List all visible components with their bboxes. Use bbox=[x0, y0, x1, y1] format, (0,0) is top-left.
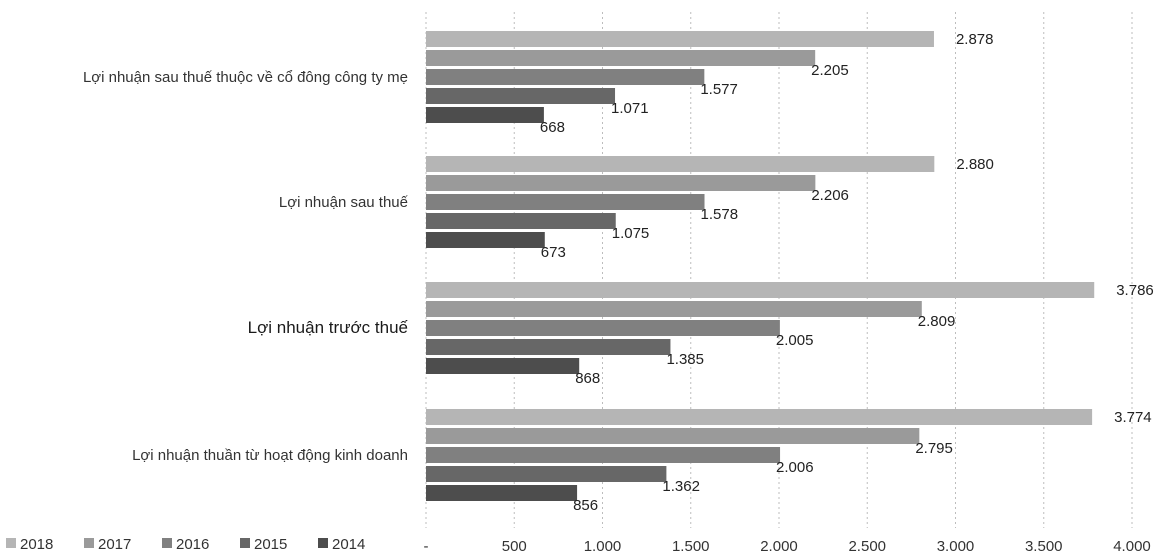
x-tick-label: - bbox=[424, 538, 429, 554]
bar-2018 bbox=[426, 31, 934, 47]
x-tick-label: 1.500 bbox=[672, 538, 710, 554]
bar-2017 bbox=[426, 175, 816, 191]
bar-2014 bbox=[426, 107, 544, 123]
bars bbox=[426, 31, 1095, 501]
data-label: 1.075 bbox=[612, 225, 650, 242]
legend: 2018 2017 2016 2015 2014 bbox=[6, 536, 365, 553]
bar-2017 bbox=[426, 428, 920, 444]
legend-label: 2015 bbox=[254, 536, 287, 553]
x-tick-label: 4.000 bbox=[1113, 538, 1151, 554]
category-labels: Lợi nhuận sau thuế thuộc về cổ đông công… bbox=[83, 69, 409, 464]
data-label: 2.795 bbox=[915, 440, 953, 457]
bar-2016 bbox=[426, 194, 705, 210]
bar-2015 bbox=[426, 213, 616, 229]
data-label: 2.206 bbox=[811, 187, 849, 204]
data-label: 1.071 bbox=[611, 100, 649, 117]
data-label: 3.786 bbox=[1116, 282, 1154, 299]
x-tick-label: 2.500 bbox=[848, 538, 886, 554]
bar-2014 bbox=[426, 358, 580, 374]
bar-2016 bbox=[426, 320, 780, 336]
category-label: Lợi nhuận thuần từ hoạt động kinh doanh bbox=[132, 447, 408, 464]
data-label: 1.362 bbox=[662, 478, 700, 495]
legend-swatch-2016 bbox=[162, 538, 172, 548]
x-tick-label: 500 bbox=[502, 538, 527, 554]
legend-label: 2016 bbox=[176, 536, 209, 553]
legend-label: 2014 bbox=[332, 536, 365, 553]
x-axis-ticks: - 500 1.000 1.500 2.000 2.500 3.000 3.500 4.000 bbox=[424, 538, 1151, 554]
data-label: 2.205 bbox=[811, 62, 849, 79]
category-label: Lợi nhuận trước thuế bbox=[248, 318, 409, 337]
data-label: 668 bbox=[540, 119, 565, 136]
bar-2014 bbox=[426, 485, 578, 501]
data-label: 2.005 bbox=[776, 332, 814, 349]
data-label: 1.577 bbox=[700, 81, 738, 98]
bar-2018 bbox=[426, 282, 1095, 298]
data-label: 2.878 bbox=[956, 31, 994, 48]
data-label: 1.578 bbox=[701, 206, 739, 223]
data-label: 3.774 bbox=[1114, 409, 1152, 426]
x-tick-label: 3.500 bbox=[1025, 538, 1063, 554]
bar-2015 bbox=[426, 88, 616, 104]
data-label: 673 bbox=[541, 244, 566, 261]
data-label: 868 bbox=[575, 370, 600, 387]
data-label: 2.006 bbox=[776, 459, 814, 476]
legend-swatch-2018 bbox=[6, 538, 16, 548]
bar-2015 bbox=[426, 339, 671, 355]
category-label: Lợi nhuận sau thuế thuộc về cổ đông công… bbox=[83, 69, 408, 86]
legend-label: 2017 bbox=[98, 536, 131, 553]
category-label: Lợi nhuận sau thuế bbox=[279, 194, 409, 211]
data-labels: 2.878 2.880 3.786 3.774 2.205 2.206 2.809 2.795… bbox=[540, 31, 1154, 514]
x-tick-label: 1.000 bbox=[584, 538, 622, 554]
legend-swatch-2017 bbox=[84, 538, 94, 548]
data-label: 1.385 bbox=[666, 351, 704, 368]
bar-2015 bbox=[426, 466, 667, 482]
x-tick-label: 2.000 bbox=[760, 538, 798, 554]
legend-swatch-2014 bbox=[318, 538, 328, 548]
bar-2018 bbox=[426, 409, 1093, 425]
x-tick-label: 3.000 bbox=[937, 538, 975, 554]
data-label: 856 bbox=[573, 497, 598, 514]
data-label: 2.880 bbox=[956, 156, 994, 173]
bar-2017 bbox=[426, 301, 922, 317]
data-label: 2.809 bbox=[918, 313, 956, 330]
legend-swatch-2015 bbox=[240, 538, 250, 548]
bar-2014 bbox=[426, 232, 545, 248]
bar-2018 bbox=[426, 156, 935, 172]
bar-2016 bbox=[426, 447, 781, 463]
bar-2016 bbox=[426, 69, 705, 85]
legend-label: 2018 bbox=[20, 536, 53, 553]
bar-2017 bbox=[426, 50, 816, 66]
